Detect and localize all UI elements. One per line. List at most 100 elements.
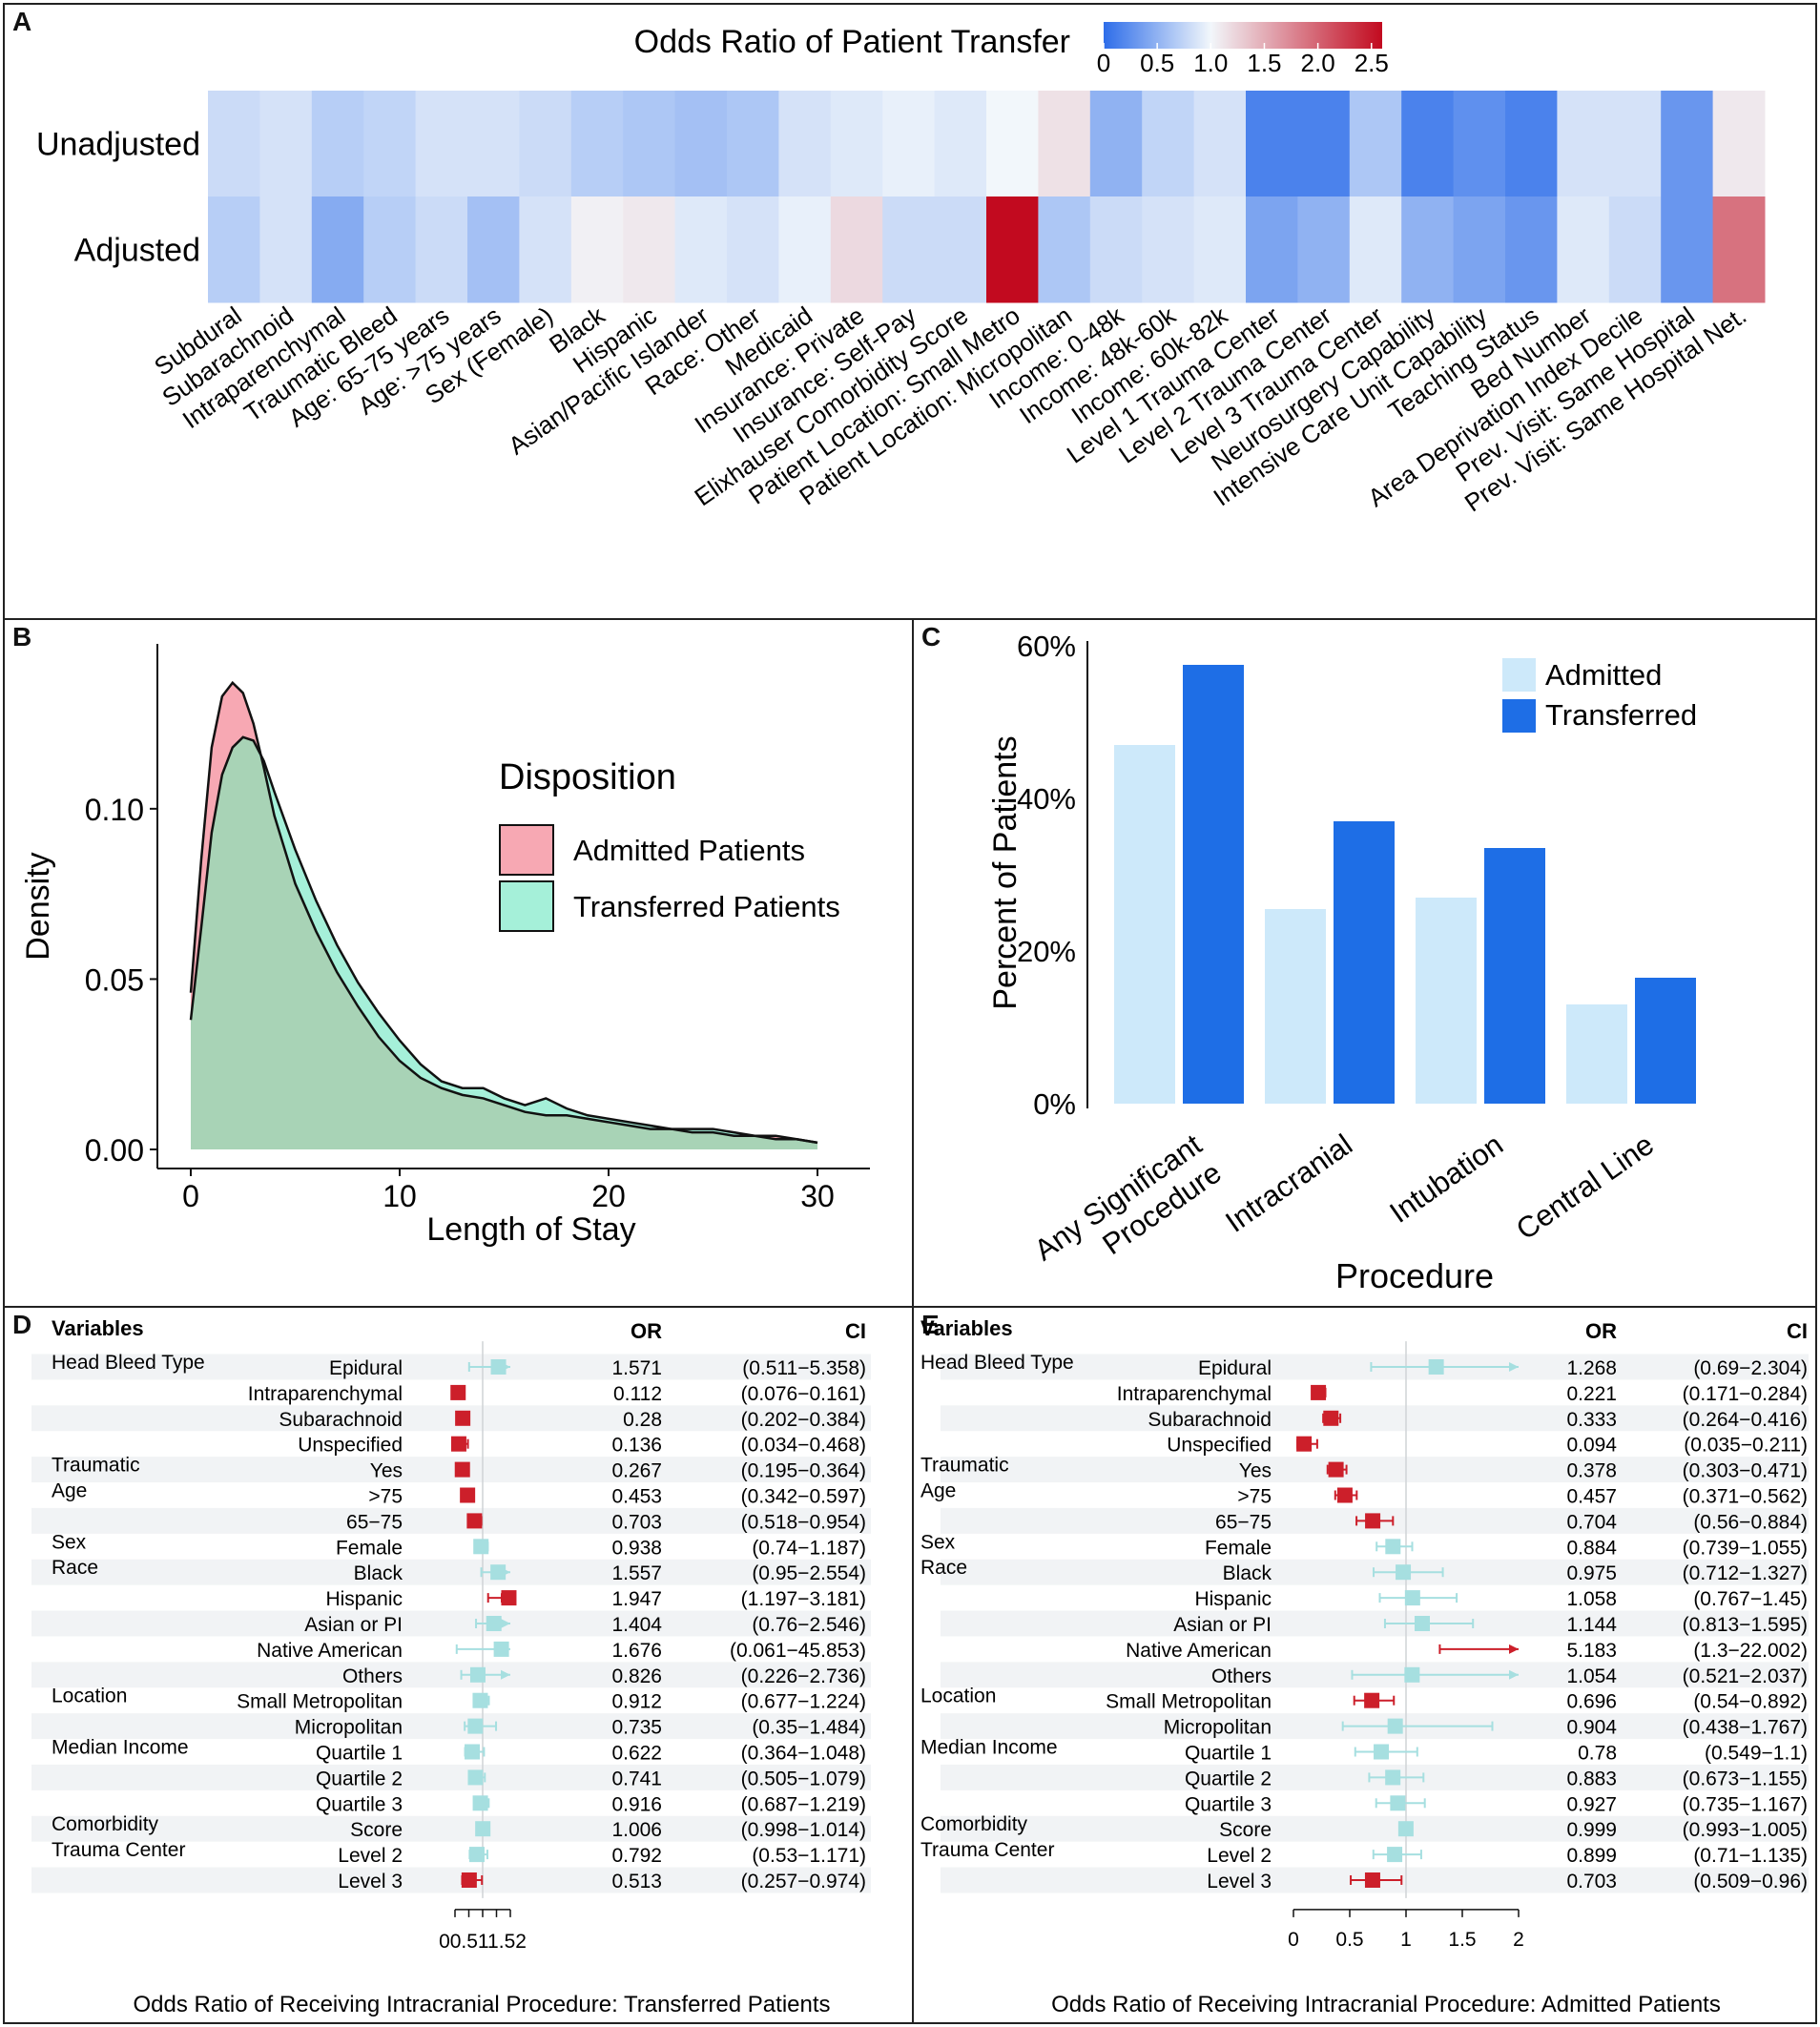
x-category-label: Any SignificantProcedure	[1028, 1127, 1228, 1295]
forest-ci-value: (0.257−0.974)	[741, 1871, 866, 1893]
bar-transferred	[1183, 665, 1244, 1104]
heatmap-cell	[259, 196, 313, 303]
forest-ci-value: (0.767−1.45)	[1693, 1588, 1808, 1610]
heatmap-cell	[311, 91, 364, 197]
forest-or-value: 1.006	[611, 1819, 662, 1841]
forest-row-label: Yes	[370, 1460, 403, 1482]
forest-row-label: Subarachnoid	[1148, 1409, 1272, 1431]
heatmap-cell	[1246, 196, 1298, 303]
heatmap-cell	[934, 91, 987, 197]
forest-row-band	[31, 1764, 871, 1790]
forest-x-tick-label: 0	[1288, 1929, 1299, 1951]
heatmap-cell	[1453, 196, 1506, 303]
heatmap-cell	[1557, 196, 1610, 303]
heatmap-cell	[1505, 91, 1558, 197]
forest-ci-value: (0.677−1.224)	[741, 1691, 866, 1713]
forest-or-value: 0.904	[1566, 1717, 1617, 1739]
forest-row-label: Quartile 1	[1185, 1743, 1272, 1765]
y-axis-label: Percent of Patients	[987, 735, 1024, 1009]
heatmap-cell	[1661, 196, 1714, 303]
forest-or-value: 0.826	[611, 1665, 662, 1687]
forest-ci-arrow	[1509, 1362, 1519, 1372]
forest-header-ci: CI	[1787, 1319, 1808, 1343]
forest-title: Odds Ratio of Receiving Intracranial Pro…	[1051, 1992, 1721, 2017]
heatmap-cell	[1505, 196, 1558, 303]
forest-or-value: 0.457	[1566, 1486, 1617, 1508]
forest-group-label: Trauma Center	[52, 1839, 185, 1861]
x-category-label: Intubation	[1383, 1127, 1509, 1230]
forest-or-value: 1.947	[611, 1588, 662, 1610]
forest-or-value: 0.916	[611, 1793, 662, 1815]
forest-row-label: Hispanic	[325, 1588, 403, 1610]
heatmap-cell	[1661, 91, 1714, 197]
forest-or-value: 0.792	[611, 1845, 662, 1867]
forest-ci-value: (0.076−0.161)	[741, 1383, 866, 1405]
bar-transferred	[1334, 821, 1395, 1104]
forest-group-label: Race	[52, 1557, 98, 1579]
forest-or-value: 0.453	[611, 1486, 662, 1508]
heatmap-cell	[830, 196, 883, 303]
x-tick-label: 20	[591, 1179, 626, 1213]
heatmap-cell	[727, 196, 779, 303]
x-axis-label: Length of Stay	[426, 1211, 635, 1248]
panel-a: A Odds Ratio of Patient Transfer 0 0.5 1.0 1…	[3, 3, 1817, 620]
forest-row-label: Micropolitan	[1164, 1717, 1272, 1739]
heatmap-cell	[1297, 196, 1351, 303]
forest-ci-value: (0.518−0.954)	[741, 1511, 866, 1533]
forest-row-label: Epidural	[1198, 1357, 1272, 1379]
heatmap-row-label: Adjusted	[74, 233, 200, 269]
forest-point-estimate	[473, 1539, 489, 1555]
forest-row-label: Female	[1205, 1537, 1272, 1559]
forest-row-label: Score	[1219, 1819, 1272, 1841]
forest-or-value: 1.144	[1566, 1614, 1617, 1636]
legend-label-admitted: Admitted Patients	[573, 834, 805, 867]
bar-admitted	[1416, 898, 1477, 1104]
forest-ci-value: (0.511−5.358)	[742, 1357, 866, 1379]
forest-point-estimate	[1385, 1769, 1401, 1786]
forest-row-label: Native American	[1126, 1640, 1272, 1662]
forest-or-value: 1.557	[611, 1562, 662, 1584]
forest-ci-value: (0.505−1.079)	[741, 1768, 866, 1789]
forest-ci-arrow	[1509, 1669, 1519, 1680]
forest-header-or: OR	[631, 1319, 662, 1343]
forest-header-variables: Variables	[52, 1316, 144, 1340]
forest-ci-value: (0.202−0.384)	[741, 1409, 866, 1431]
forest-point-estimate	[1390, 1795, 1406, 1811]
forest-or-value: 0.136	[611, 1435, 662, 1457]
x-tick-label: 30	[800, 1179, 835, 1213]
forest-group-label: Head Bleed Type	[52, 1352, 205, 1374]
procedure-bar-chart: 0% 20% 40% 60% Any SignificantProcedureIntra…	[987, 630, 1697, 1295]
colorbar-tick-label: 2.0	[1301, 49, 1335, 77]
forest-or-value: 0.378	[1566, 1460, 1617, 1482]
forest-ci-value: (0.687−1.219)	[741, 1793, 866, 1815]
heatmap-cell	[1193, 91, 1247, 197]
forest-row-band	[941, 1405, 1809, 1432]
forest-ci-value: (0.521−2.037)	[1683, 1665, 1808, 1687]
forest-ci-arrow	[501, 1619, 510, 1628]
heatmap-cell	[311, 196, 364, 303]
heatmap-cell	[570, 196, 624, 303]
heatmap-cell	[363, 196, 417, 303]
forest-row-label: 65−75	[346, 1511, 403, 1533]
heatmap-cell	[1142, 91, 1195, 197]
heatmap-cell	[934, 196, 987, 303]
forest-point-estimate	[472, 1692, 488, 1708]
forest-group-label: Traumatic	[52, 1455, 140, 1477]
legend-swatch-admitted	[499, 824, 554, 876]
forest-row-label: Unspecified	[298, 1435, 403, 1457]
forest-or-value: 0.78	[1578, 1743, 1617, 1765]
forest-row-label: Others	[1211, 1665, 1272, 1687]
legend-swatch-admitted	[1502, 658, 1536, 692]
heatmap-cell	[208, 91, 260, 197]
forest-group-label: Median Income	[52, 1737, 189, 1759]
forest-row-band	[31, 1610, 871, 1637]
forest-row-label: Asian or PI	[304, 1614, 403, 1636]
y-tick-label: 0.05	[85, 962, 144, 997]
legend-label-transferred: Transferred	[1545, 698, 1697, 732]
heatmap-cell	[1557, 91, 1610, 197]
forest-x-tick-label: 2	[1513, 1929, 1524, 1951]
forest-or-value: 0.112	[613, 1383, 662, 1405]
forest-ci-value: (0.061−45.853)	[730, 1640, 866, 1662]
forest-ci-value: (0.56−0.884)	[1693, 1511, 1808, 1533]
heatmap-cell	[1193, 196, 1247, 303]
